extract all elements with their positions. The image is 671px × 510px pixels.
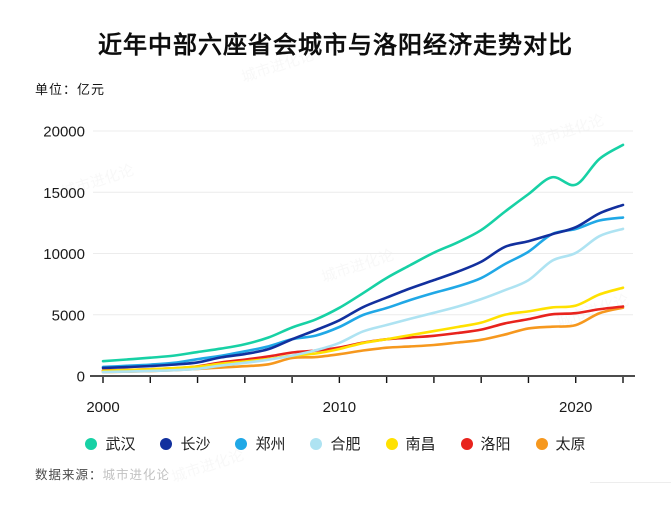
legend-item-zhengzhou: 郑州 xyxy=(235,433,285,454)
line-chart: 0 5000 10000 15000 20000 2000 2010 2020 xyxy=(43,124,635,416)
legend-dot-nanchang xyxy=(385,437,398,450)
legend-dot-zhengzhou xyxy=(235,437,248,450)
legend-dot-taiyuan xyxy=(535,437,548,450)
x-tick-label-2020: 2020 xyxy=(559,399,592,416)
data-source-value: 城市进化论 xyxy=(102,468,171,482)
legend-label-zhengzhou: 郑州 xyxy=(255,436,286,453)
legend-item-wuhan: 武汉 xyxy=(85,433,135,454)
series-line-nanchang xyxy=(101,286,625,373)
x-tick-label-2010: 2010 xyxy=(323,399,356,416)
y-tick-label-10000: 10000 xyxy=(43,246,85,263)
legend-label-hefei: 合肥 xyxy=(330,436,361,453)
legend-dot-hefei xyxy=(310,437,323,450)
y-tick-label-20000: 20000 xyxy=(43,124,85,141)
legend-item-changsha: 长沙 xyxy=(160,433,210,454)
y-tick-label-5000: 5000 xyxy=(52,307,85,324)
data-source-label: 数据来源： xyxy=(35,468,103,482)
legend-label-taiyuan: 太原 xyxy=(555,436,586,453)
unit-label: 单位：亿元 xyxy=(35,82,106,97)
legend-label-changsha: 长沙 xyxy=(180,436,211,453)
legend-item-taiyuan: 太原 xyxy=(535,433,586,454)
chart-legend: 武汉 长沙 郑州 合肥 南昌 洛阳 太原 xyxy=(0,433,671,454)
chart-title: 近年中部六座省会城市与洛阳经济走势对比 xyxy=(98,32,573,59)
series-line-hefei xyxy=(101,227,625,374)
legend-item-luoyang: 洛阳 xyxy=(460,433,511,454)
legend-dot-changsha xyxy=(160,437,173,450)
y-tick-label-15000: 15000 xyxy=(43,185,85,202)
legend-item-hefei: 合肥 xyxy=(310,433,361,454)
legend-dot-luoyang xyxy=(460,437,473,450)
decorative-line xyxy=(590,482,671,483)
series-line-zhengzhou xyxy=(101,216,625,369)
legend-label-wuhan: 武汉 xyxy=(105,436,136,453)
data-source: 数据来源：城市进化论 xyxy=(35,464,170,483)
series-line-wuhan xyxy=(101,143,625,363)
legend-label-nanchang: 南昌 xyxy=(405,436,436,453)
series-line-changsha xyxy=(101,203,625,370)
y-tick-label-0: 0 xyxy=(77,369,85,386)
legend-item-nanchang: 南昌 xyxy=(385,433,436,454)
legend-dot-wuhan xyxy=(85,437,98,450)
x-tick-label-2000: 2000 xyxy=(86,399,119,416)
legend-label-luoyang: 洛阳 xyxy=(480,436,511,453)
